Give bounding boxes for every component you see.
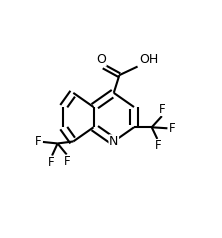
Text: N: N: [109, 135, 119, 148]
Text: F: F: [155, 139, 161, 152]
Text: F: F: [159, 103, 166, 116]
Text: O: O: [96, 53, 106, 66]
Text: F: F: [169, 122, 176, 135]
Text: OH: OH: [140, 53, 159, 66]
Text: F: F: [64, 155, 71, 168]
Text: F: F: [48, 156, 55, 169]
Text: F: F: [35, 135, 42, 149]
